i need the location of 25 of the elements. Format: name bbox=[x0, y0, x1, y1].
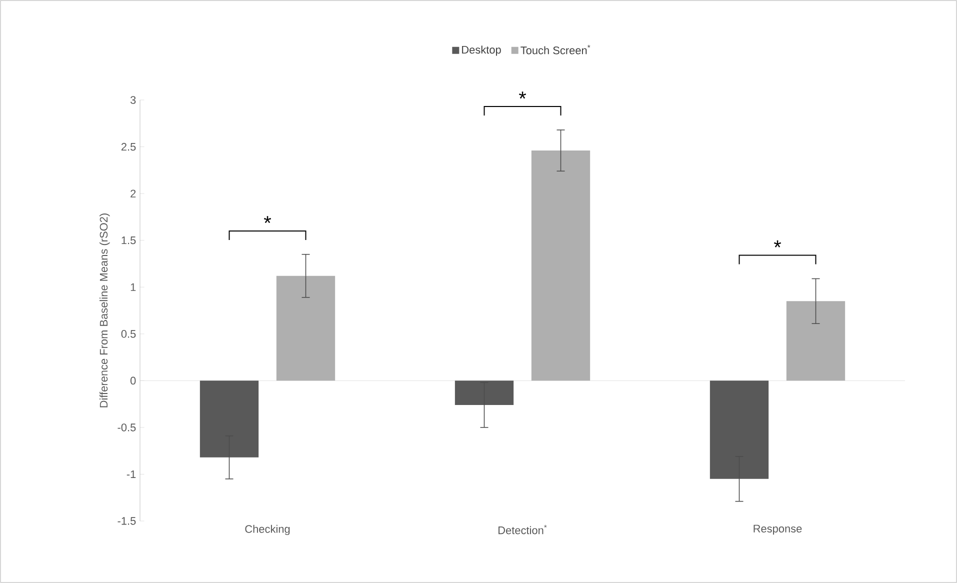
annotation: * bbox=[774, 240, 782, 248]
y-tick-label: 2 bbox=[130, 190, 136, 198]
bar bbox=[200, 380, 259, 458]
bar bbox=[710, 380, 769, 479]
y-tick-label: 0.5 bbox=[121, 330, 136, 338]
bar bbox=[276, 276, 336, 381]
annotation: * bbox=[264, 216, 272, 224]
bar bbox=[786, 301, 846, 381]
y-tick-label: -1 bbox=[126, 470, 136, 478]
y-tick-label: -0.5 bbox=[118, 424, 136, 432]
legend-label: Desktop bbox=[462, 46, 501, 56]
y-tick-label: 1.5 bbox=[122, 236, 136, 244]
x-tick-label: Checking bbox=[245, 524, 290, 536]
x-tick-label: Response bbox=[754, 524, 802, 535]
y-tick-label: 0 bbox=[130, 376, 136, 385]
y-tick-label: 2.5 bbox=[121, 142, 136, 151]
text: * bbox=[518, 92, 526, 99]
bar bbox=[454, 380, 514, 405]
y-tick-label: 3 bbox=[130, 96, 136, 104]
y-tick-label: 1 bbox=[130, 283, 136, 291]
x-tick-label: Detection$^{*}$ bbox=[498, 524, 547, 534]
y-tick-label: -1.5 bbox=[118, 517, 136, 525]
legend-label: Touch Screen$^{*}$ bbox=[520, 44, 590, 54]
bar bbox=[531, 150, 590, 381]
y-axis-title: Difference From Baseline Means (rSO2) bbox=[100, 214, 110, 408]
